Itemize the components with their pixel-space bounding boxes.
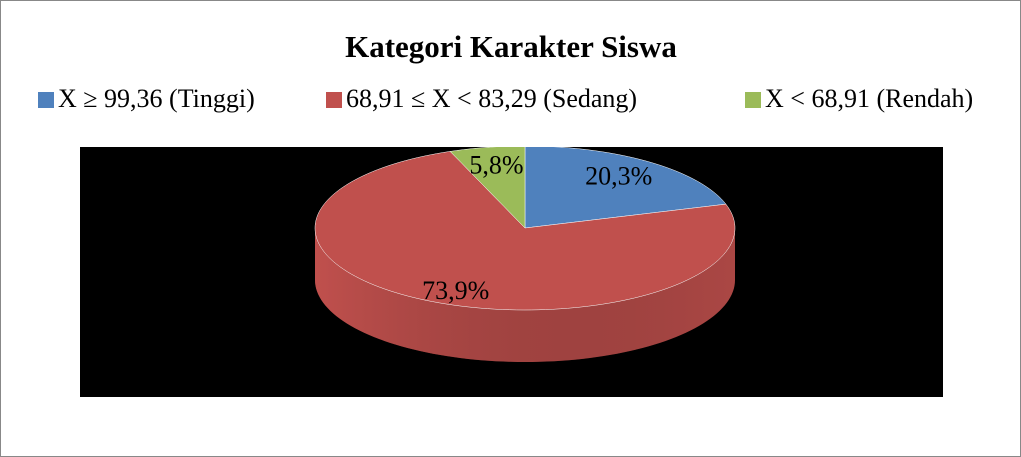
- pie-slice: [524, 147, 727, 229]
- pie: 20,3% 73,9% 5,8%: [314, 147, 736, 362]
- legend-label: X ≥ 99,36 (Tinggi): [58, 84, 255, 113]
- pie-side-shade: [315, 228, 735, 362]
- data-label: 73,9%: [422, 276, 489, 305]
- chart-title: Kategori Karakter Siswa: [345, 29, 677, 64]
- data-label: 5,8%: [469, 150, 523, 179]
- legend-swatch: [38, 92, 54, 108]
- data-label: 20,3%: [585, 162, 652, 191]
- legend-label: 68,91 ≤ X < 83,29 (Sedang): [346, 84, 637, 113]
- pie-slice: [449, 147, 526, 229]
- legend-label: X < 68,91 (Rendah): [765, 84, 973, 113]
- pie-slice: [314, 151, 736, 311]
- legend-swatch: [326, 92, 342, 108]
- legend-swatch: [745, 92, 761, 108]
